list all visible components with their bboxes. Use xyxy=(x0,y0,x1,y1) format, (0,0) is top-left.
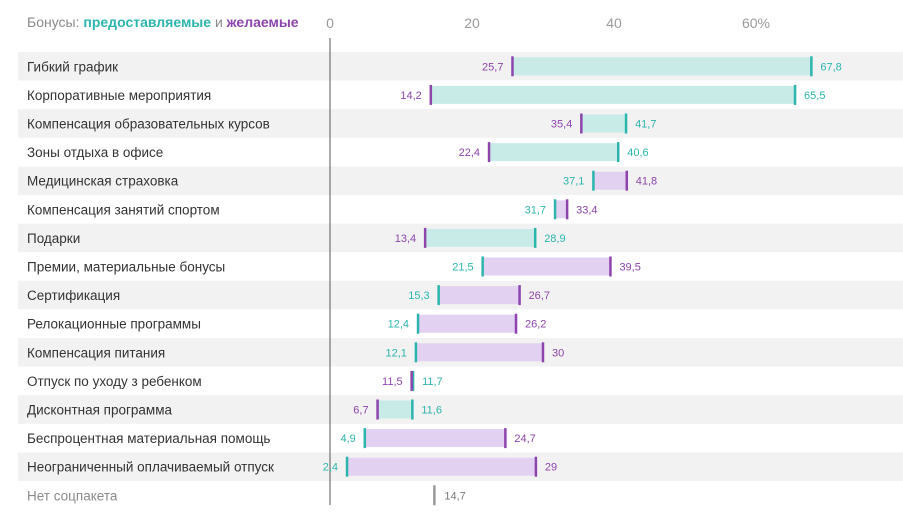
provided-value-label: 11,6 xyxy=(421,405,442,417)
legend-desired: желаемые xyxy=(226,14,299,30)
provided-value-label: 37,1 xyxy=(563,176,584,188)
category-label: Медицинская страховка xyxy=(27,174,179,189)
category-label: Корпоративные мероприятия xyxy=(27,88,211,103)
chart-legend-title: Бонусы: предоставляемые и желаемые xyxy=(27,14,299,30)
range-bar xyxy=(430,85,796,104)
x-tick-label: 40 xyxy=(606,15,622,31)
no-package-value-label: 14,7 xyxy=(444,490,465,502)
desired-value-label: 24,7 xyxy=(514,433,535,445)
category-label: Подарки xyxy=(27,231,80,246)
range-bar xyxy=(418,314,517,333)
desired-value-label: 14,2 xyxy=(400,90,421,102)
provided-value-label: 31,7 xyxy=(525,204,546,216)
provided-value-label: 41,7 xyxy=(635,119,656,131)
range-bar xyxy=(581,114,627,133)
range-bar xyxy=(438,286,520,305)
desired-value-label: 11,5 xyxy=(382,376,403,388)
legend-prefix: Бонусы: xyxy=(27,14,84,30)
range-bar xyxy=(489,143,619,162)
provided-value-label: 67,8 xyxy=(820,61,841,73)
range-bar xyxy=(415,343,543,362)
range-bar xyxy=(425,228,536,247)
category-label: Дисконтная программа xyxy=(27,403,172,418)
provided-value-label: 28,9 xyxy=(544,233,565,245)
provided-value-label: 11,7 xyxy=(422,376,443,388)
x-tick-label: 0 xyxy=(326,15,334,31)
desired-value-label: 6,7 xyxy=(353,405,368,417)
range-bar xyxy=(512,57,812,76)
desired-value-label: 29 xyxy=(545,462,557,474)
provided-value-label: 4,9 xyxy=(340,433,355,445)
desired-value-label: 22,4 xyxy=(459,147,480,159)
category-label: Компенсация занятий спортом xyxy=(27,202,220,217)
category-label: Отпуск по уходу з ребенком xyxy=(27,374,202,389)
range-bar xyxy=(482,257,611,276)
legend-provided: предоставляемые xyxy=(83,14,212,30)
category-label: Компенсация питания xyxy=(27,345,165,360)
desired-value-label: 25,7 xyxy=(482,61,503,73)
row-band xyxy=(18,395,903,424)
x-tick-label: 60% xyxy=(742,15,770,31)
range-bar xyxy=(593,171,627,190)
category-label: Зоны отдыха в офисе xyxy=(27,145,163,160)
provided-value-label: 15,3 xyxy=(408,290,429,302)
range-bar xyxy=(555,200,568,219)
range-bar xyxy=(347,457,536,476)
category-label: Неограниченный оплачиваемый отпуск xyxy=(27,460,274,475)
row-band xyxy=(18,109,903,138)
category-label: Релокационные программы xyxy=(27,317,201,332)
desired-value-label: 41,8 xyxy=(636,176,657,188)
x-tick-label: 20 xyxy=(464,15,480,31)
provided-value-label: 40,6 xyxy=(627,147,648,159)
desired-value-label: 35,4 xyxy=(551,119,572,131)
category-label: Сертификация xyxy=(27,288,120,303)
range-bar xyxy=(364,429,506,448)
category-label: Гибкий график xyxy=(27,59,118,74)
category-label: Беспроцентная материальная помощь xyxy=(27,431,270,446)
provided-value-label: 21,5 xyxy=(452,262,473,274)
category-label: Нет соцпакета xyxy=(27,488,118,503)
provided-value-label: 2,4 xyxy=(323,462,338,474)
desired-value-label: 13,4 xyxy=(395,233,416,245)
desired-value-label: 39,5 xyxy=(619,262,640,274)
provided-value-label: 12,1 xyxy=(385,347,406,359)
desired-value-label: 30 xyxy=(552,347,564,359)
desired-value-label: 33,4 xyxy=(576,204,597,216)
category-label: Премии, материальные бонусы xyxy=(27,260,225,275)
desired-value-label: 26,2 xyxy=(525,319,546,331)
category-label: Компенсация образовательных курсов xyxy=(27,117,270,132)
provided-value-label: 12,4 xyxy=(388,319,409,331)
desired-value-label: 26,7 xyxy=(529,290,550,302)
provided-value-label: 65,5 xyxy=(804,90,825,102)
row-band xyxy=(18,166,903,195)
legend-and: и xyxy=(211,14,227,30)
range-bar xyxy=(377,400,413,419)
